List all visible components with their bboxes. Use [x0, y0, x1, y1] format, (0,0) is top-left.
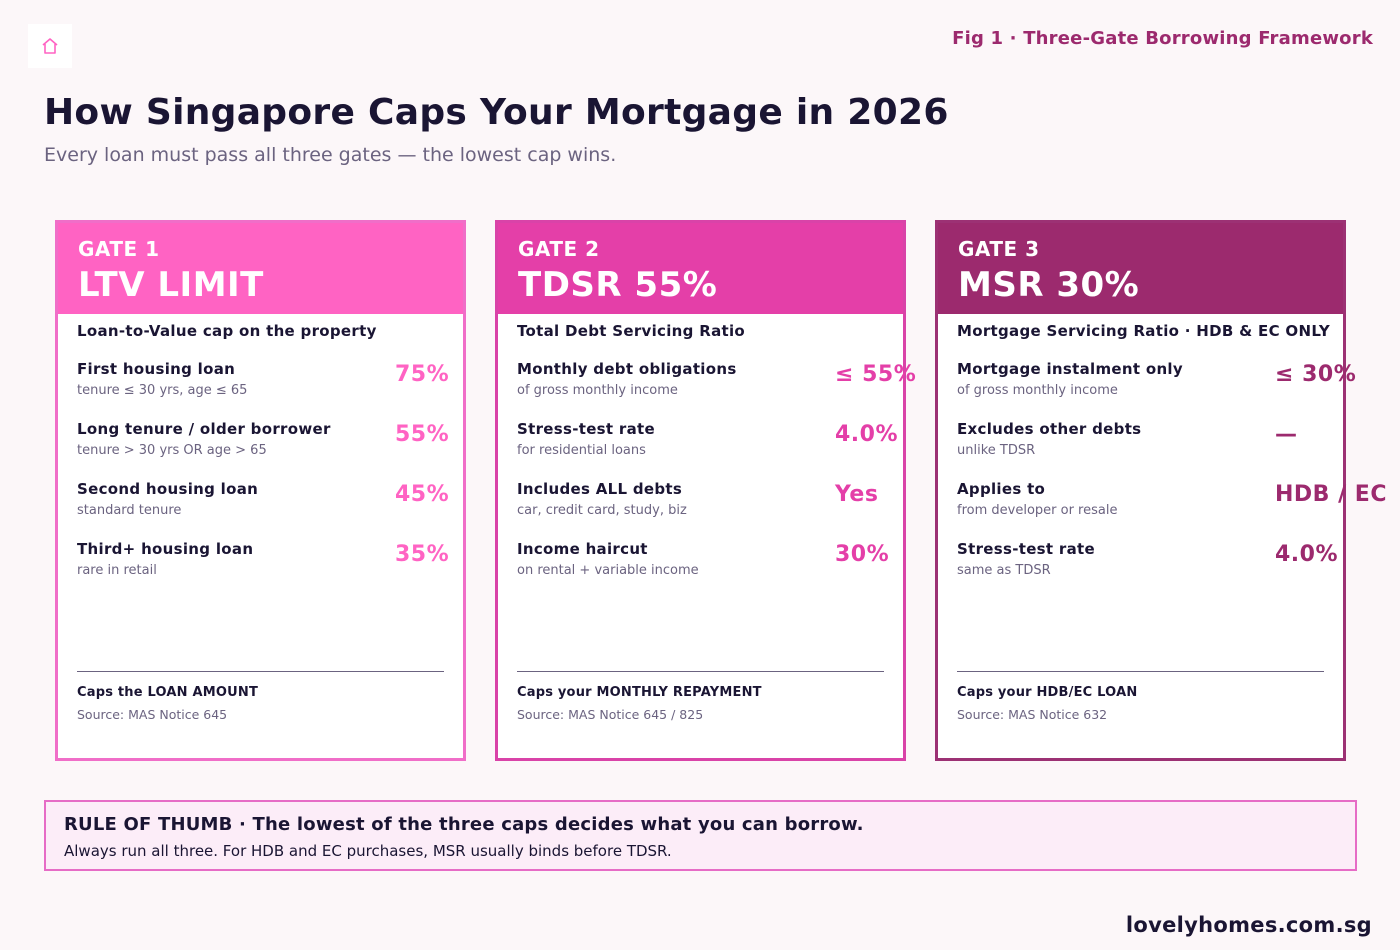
- row-label: Applies to: [957, 480, 1046, 498]
- gate-name: TDSR 55%: [518, 265, 718, 305]
- gate-card-tdsr: GATE 2 TDSR 55% Total Debt Servicing Rat…: [495, 220, 916, 761]
- row-label: Income haircut: [517, 540, 648, 558]
- gate-row: Income haircut on rental + variable inco…: [517, 540, 903, 590]
- gate-row: Stress-test rate for residential loans 4…: [517, 420, 903, 470]
- row-label: Long tenure / older borrower: [77, 420, 331, 438]
- row-sublabel: unlike TDSR: [957, 443, 1036, 458]
- row-label: Second housing loan: [77, 480, 259, 498]
- gate-card-header: GATE 3 MSR 30%: [938, 223, 1343, 314]
- gate-number: GATE 1: [78, 237, 160, 261]
- row-sublabel: tenure > 30 yrs OR age > 65: [77, 443, 267, 458]
- row-label: Third+ housing loan: [77, 540, 254, 558]
- row-value: —: [1275, 422, 1298, 447]
- card-source: Source: MAS Notice 632: [957, 707, 1108, 722]
- gate-row: Mortgage instalment only of gross monthl…: [957, 360, 1356, 410]
- row-value: 45%: [395, 482, 450, 507]
- figure-label: Fig 1 · Three-Gate Borrowing Framework: [952, 28, 1373, 49]
- gate-row: Second housing loan standard tenure 45%: [77, 480, 463, 530]
- rule-of-thumb-box: RULE OF THUMB · The lowest of the three …: [44, 800, 1357, 871]
- row-label: Stress-test rate: [517, 420, 655, 438]
- gate-description: Loan-to-Value cap on the property: [77, 322, 377, 340]
- gate-row: Excludes other debts unlike TDSR —: [957, 420, 1343, 470]
- row-label: Stress-test rate: [957, 540, 1095, 558]
- row-sublabel: for residential loans: [517, 443, 646, 458]
- gate-row: Long tenure / older borrower tenure > 30…: [77, 420, 463, 470]
- gate-number: GATE 3: [958, 237, 1040, 261]
- row-value: Yes: [835, 482, 879, 507]
- gate-card-ltv: GATE 1 LTV LIMIT Loan-to-Value cap on th…: [55, 220, 466, 761]
- gate-row: Monthly debt obligations of gross monthl…: [517, 360, 916, 410]
- row-sublabel: of gross monthly income: [957, 383, 1118, 398]
- gate-row: Applies to from developer or resale HDB …: [957, 480, 1386, 530]
- row-value: 35%: [395, 542, 450, 567]
- gate-name: MSR 30%: [958, 265, 1140, 305]
- row-sublabel: from developer or resale: [957, 503, 1118, 518]
- row-sublabel: standard tenure: [77, 503, 182, 518]
- row-value: 4.0%: [1275, 542, 1339, 567]
- home-icon: [42, 38, 58, 54]
- logo: [28, 24, 72, 68]
- card-footer-title: Caps your HDB/EC LOAN: [957, 685, 1138, 700]
- row-label: Excludes other debts: [957, 420, 1142, 438]
- card-divider: [517, 671, 884, 672]
- site-url: lovelyhomes.com.sg: [1125, 913, 1372, 937]
- page-subtitle: Every loan must pass all three gates — t…: [44, 144, 617, 166]
- card-footer-title: Caps the LOAN AMOUNT: [77, 685, 259, 700]
- card-divider: [77, 671, 444, 672]
- row-sublabel: car, credit card, study, biz: [517, 503, 687, 518]
- row-value: 75%: [395, 362, 450, 387]
- gate-row: Stress-test rate same as TDSR 4.0%: [957, 540, 1343, 590]
- gate-description: Mortgage Servicing Ratio · HDB & EC ONLY: [957, 322, 1331, 340]
- card-divider: [957, 671, 1324, 672]
- row-sublabel: tenure ≤ 30 yrs, age ≤ 65: [77, 383, 248, 398]
- row-value: 30%: [835, 542, 890, 567]
- row-value: HDB / EC: [1275, 482, 1387, 507]
- card-footer-title: Caps your MONTHLY REPAYMENT: [517, 685, 762, 700]
- row-sublabel: same as TDSR: [957, 563, 1051, 578]
- row-label: Includes ALL debts: [517, 480, 683, 498]
- row-value: ≤ 30%: [1275, 362, 1357, 387]
- row-label: First housing loan: [77, 360, 236, 378]
- row-value: 4.0%: [835, 422, 899, 447]
- row-value: 55%: [395, 422, 450, 447]
- gate-number: GATE 2: [518, 237, 600, 261]
- gate-row: Includes ALL debts car, credit card, stu…: [517, 480, 903, 530]
- card-source: Source: MAS Notice 645: [77, 707, 228, 722]
- row-sublabel: of gross monthly income: [517, 383, 678, 398]
- card-source: Source: MAS Notice 645 / 825: [517, 707, 704, 722]
- page-title: How Singapore Caps Your Mortgage in 2026: [44, 92, 949, 133]
- gate-name: LTV LIMIT: [78, 265, 264, 305]
- rule-title: RULE OF THUMB · The lowest of the three …: [64, 814, 864, 835]
- gate-row: First housing loan tenure ≤ 30 yrs, age …: [77, 360, 463, 410]
- rule-text: Always run all three. For HDB and EC pur…: [64, 842, 672, 860]
- row-value: ≤ 55%: [835, 362, 917, 387]
- row-label: Mortgage instalment only: [957, 360, 1183, 378]
- gate-card-header: GATE 1 LTV LIMIT: [58, 223, 463, 314]
- row-sublabel: on rental + variable income: [517, 563, 699, 578]
- row-label: Monthly debt obligations: [517, 360, 737, 378]
- row-sublabel: rare in retail: [77, 563, 157, 578]
- gate-card-header: GATE 2 TDSR 55%: [498, 223, 903, 314]
- gate-row: Third+ housing loan rare in retail 35%: [77, 540, 463, 590]
- gate-description: Total Debt Servicing Ratio: [517, 322, 746, 340]
- gate-card-msr: GATE 3 MSR 30% Mortgage Servicing Ratio …: [935, 220, 1386, 761]
